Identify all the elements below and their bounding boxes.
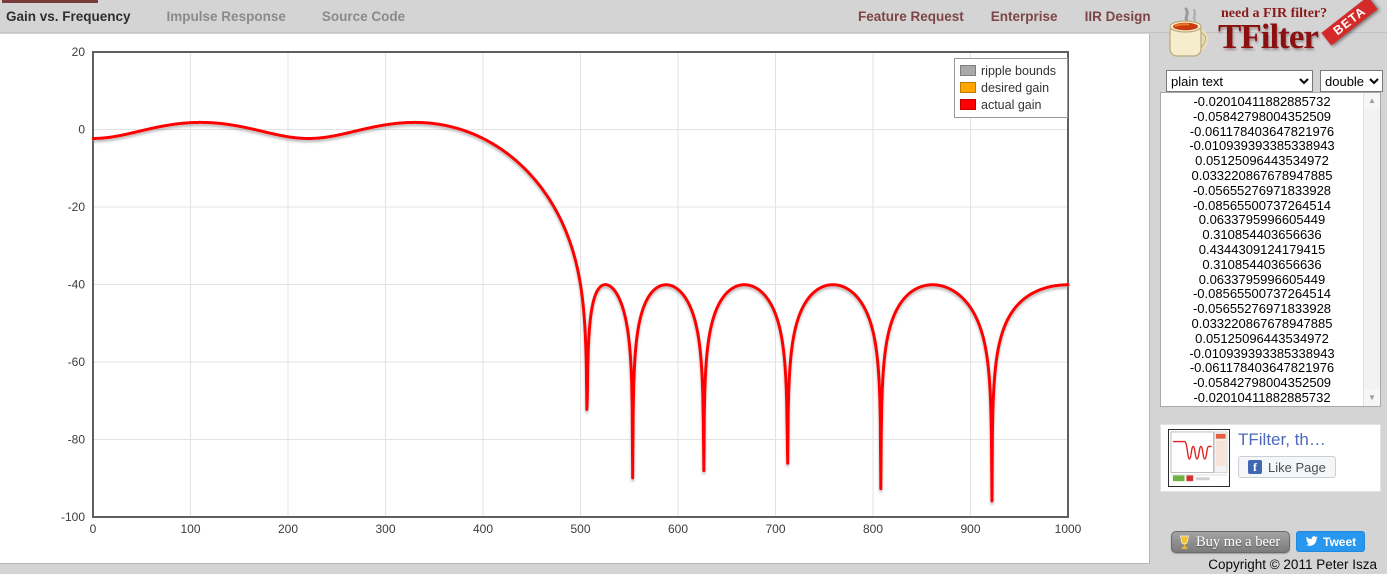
svg-text:-80: -80 <box>68 433 86 447</box>
coefficients-list[interactable]: -0.02010411882885732 -0.0584279800435250… <box>1189 95 1335 405</box>
svg-text:500: 500 <box>570 522 590 536</box>
svg-text:-100: -100 <box>61 510 85 524</box>
logo-tagline: need a FIR filter? <box>1221 6 1328 21</box>
svg-text:20: 20 <box>72 45 86 59</box>
facebook-icon: f <box>1248 460 1262 474</box>
scroll-down-icon[interactable]: ▼ <box>1364 390 1380 406</box>
facebook-like-button[interactable]: f Like Page <box>1238 456 1336 478</box>
tab-impulse-response[interactable]: Impulse Response <box>166 9 286 24</box>
svg-text:-60: -60 <box>68 355 86 369</box>
svg-text:100: 100 <box>180 522 200 536</box>
twitter-bird-icon <box>1305 536 1318 546</box>
svg-text:-20: -20 <box>68 200 86 214</box>
facebook-widget: TFilter, th… f Like Page <box>1160 424 1381 492</box>
svg-text:400: 400 <box>473 522 493 536</box>
svg-text:300: 300 <box>375 522 395 536</box>
legend-label: actual gain <box>981 97 1042 112</box>
number-type-select[interactable]: double <box>1320 70 1383 92</box>
tweet-button[interactable]: Tweet <box>1296 531 1366 552</box>
coffee-cup-icon <box>1169 7 1209 57</box>
beer-glass-icon <box>1180 535 1189 549</box>
buy-me-a-beer-label: Buy me a beer <box>1196 533 1281 550</box>
legend-swatch-ripple-bounds <box>960 65 976 76</box>
tab-source-code[interactable]: Source Code <box>321 9 406 24</box>
svg-text:600: 600 <box>668 522 688 536</box>
gain-frequency-chart: 0 100 200 300 400 500 600 700 800 900 1000200-20-4… <box>61 45 1082 536</box>
facebook-page-thumbnail[interactable] <box>1168 429 1230 487</box>
logo-brand-text: TFilter <box>1218 17 1319 56</box>
legend-item-actual-gain: actual gain <box>960 96 1062 113</box>
top-navbar: Gain vs. Frequency Impulse Response Sour… <box>0 0 1387 33</box>
svg-text:0: 0 <box>78 123 85 137</box>
legend-item-desired-gain: desired gain <box>960 79 1062 96</box>
tfilter-logo[interactable]: need a FIR filter? TFilter BETA <box>1160 0 1382 66</box>
svg-text:0: 0 <box>90 522 97 536</box>
link-feature-request[interactable]: Feature Request <box>858 9 964 24</box>
legend-swatch-actual-gain <box>960 99 976 110</box>
svg-text:1000: 1000 <box>1055 522 1082 536</box>
svg-text:-40: -40 <box>68 278 86 292</box>
chart-panel: 0 100 200 300 400 500 600 700 800 900 1000 20 0 -20 -4… <box>0 34 1150 564</box>
tab-gain-vs-frequency[interactable]: Gain vs. Frequency <box>6 9 131 24</box>
legend-item-ripple-bounds: ripple bounds <box>960 62 1062 79</box>
beta-badge: BETA <box>1321 0 1378 46</box>
active-tab-indicator <box>2 0 98 3</box>
svg-text:700: 700 <box>765 522 785 536</box>
copyright-text: Copyright © 2011 Peter Isza <box>1208 557 1377 572</box>
svg-text:200: 200 <box>278 522 298 536</box>
buy-me-a-beer-button[interactable]: Buy me a beer <box>1171 531 1291 553</box>
legend-label: ripple bounds <box>981 63 1057 78</box>
facebook-page-title-link[interactable]: TFilter, th… <box>1238 430 1326 449</box>
scroll-up-icon[interactable]: ▲ <box>1364 93 1380 109</box>
svg-text:800: 800 <box>863 522 883 536</box>
legend-swatch-desired-gain <box>960 82 976 93</box>
legend-label: desired gain <box>981 80 1050 95</box>
facebook-like-label: Like Page <box>1268 459 1326 475</box>
sidebar: need a FIR filter? TFilter BETA plain te… <box>1160 0 1383 574</box>
tweet-label: Tweet <box>1323 534 1357 549</box>
link-enterprise[interactable]: Enterprise <box>990 9 1058 24</box>
link-iir-design[interactable]: IIR Design <box>1084 9 1151 24</box>
coefficients-scrollbar[interactable]: ▲ ▼ <box>1363 93 1380 406</box>
coefficients-box[interactable]: -0.02010411882885732 -0.0584279800435250… <box>1160 92 1381 407</box>
chart-legend: ripple bounds desired gain actual gain <box>954 58 1068 118</box>
nav-tabs: Gain vs. Frequency Impulse Response Sour… <box>6 0 405 33</box>
svg-text:900: 900 <box>960 522 980 536</box>
output-format-select[interactable]: plain text <box>1166 70 1313 92</box>
nav-links: Feature Request Enterprise IIR Design <box>858 0 1151 33</box>
